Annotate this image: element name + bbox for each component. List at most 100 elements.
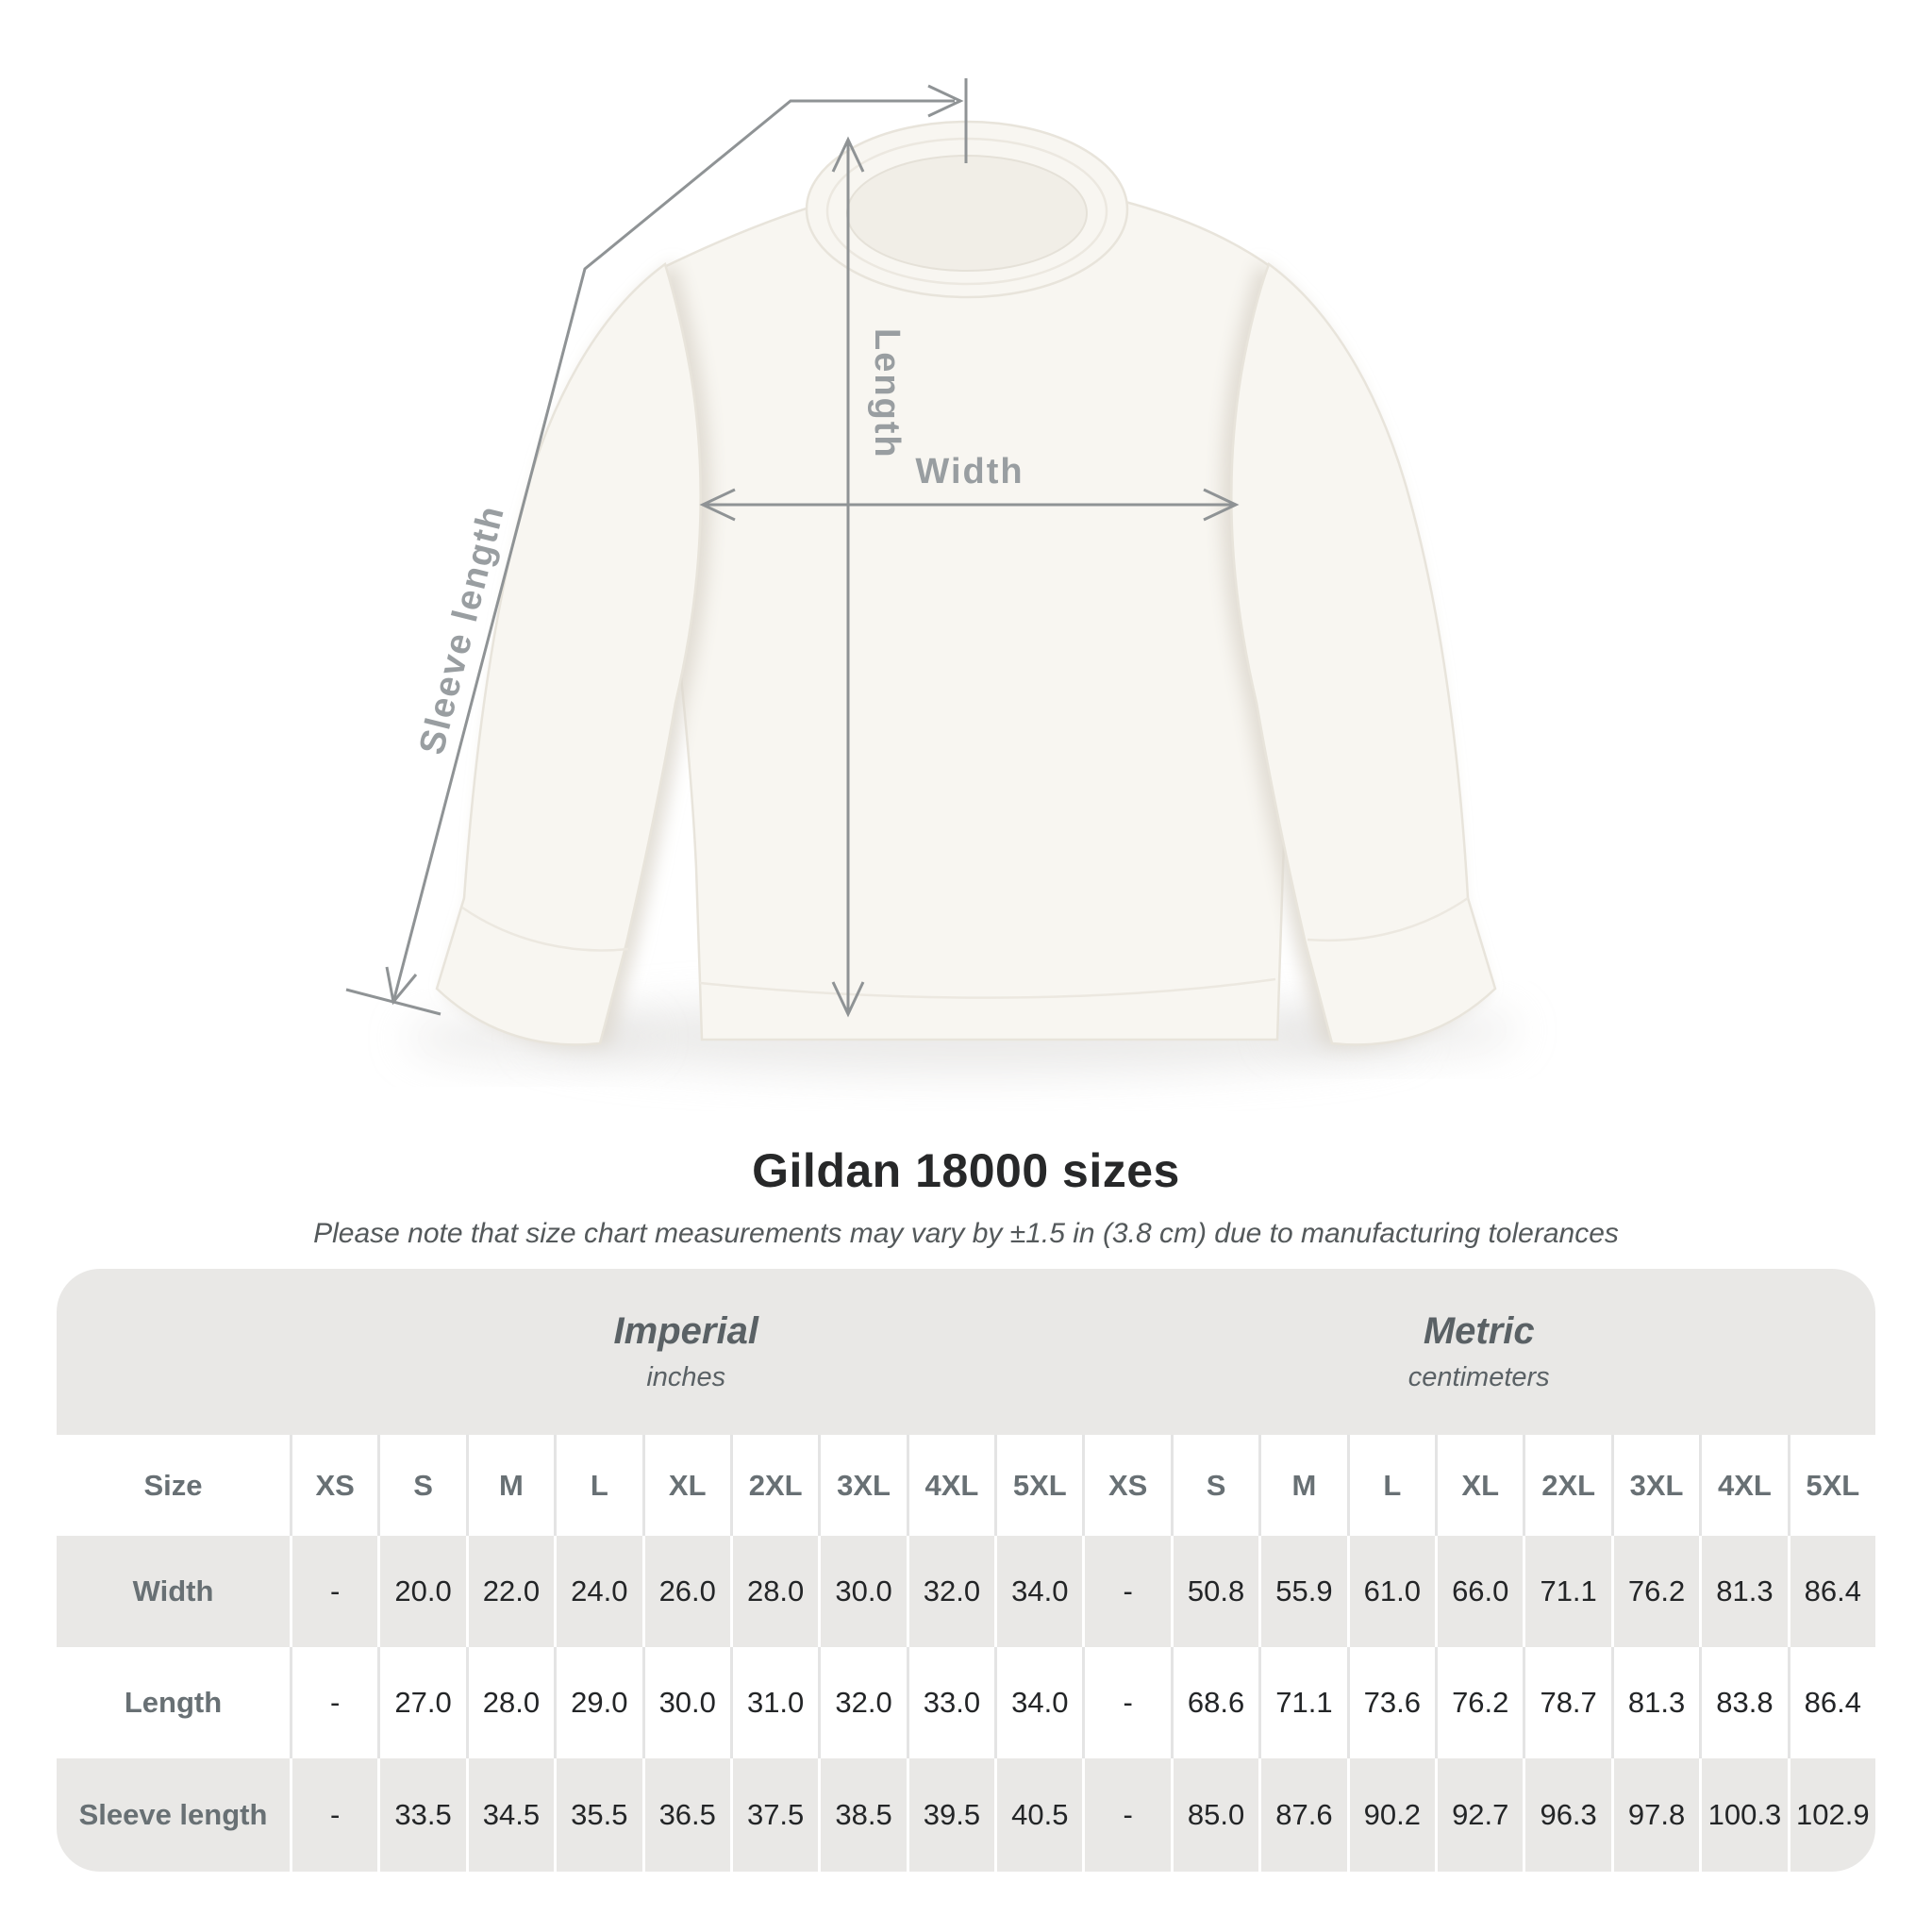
table-cell: 87.6: [1258, 1758, 1347, 1872]
table-cell: -: [290, 1647, 378, 1758]
table-cell: 76.2: [1610, 1536, 1700, 1647]
table-cell: 81.3: [1610, 1647, 1700, 1758]
imperial-group-header: Imperial inches: [290, 1269, 1083, 1435]
table-cell: 50.8: [1170, 1536, 1259, 1647]
table-cell: 38.5: [818, 1758, 907, 1872]
size-header-imperial-s: S: [377, 1435, 466, 1536]
size-header-imperial-3xl: 3XL: [818, 1435, 907, 1536]
table-cell: 66.0: [1435, 1536, 1524, 1647]
table-cell: 102.9: [1787, 1758, 1875, 1872]
table-cell: 83.8: [1699, 1647, 1788, 1758]
table-cell: 96.3: [1523, 1758, 1611, 1872]
table-cell: 100.3: [1699, 1758, 1788, 1872]
table-cell: 97.8: [1610, 1758, 1700, 1872]
table-cell: 34.5: [465, 1758, 555, 1872]
table-cell: 22.0: [465, 1536, 555, 1647]
table-cell: -: [1082, 1536, 1171, 1647]
width-arrow-left: [699, 488, 736, 522]
table-cell: 37.5: [729, 1758, 819, 1872]
size-header-metric-5xl: 5XL: [1787, 1435, 1875, 1536]
table-cell: 39.5: [906, 1758, 995, 1872]
size-header-imperial-5xl: 5XL: [994, 1435, 1083, 1536]
size-header-metric-l: L: [1346, 1435, 1436, 1536]
table-cell: 71.1: [1258, 1647, 1347, 1758]
table-cell: 31.0: [729, 1647, 819, 1758]
page-title: Gildan 18000 sizes: [752, 1144, 1180, 1197]
table-cell: 68.6: [1170, 1647, 1259, 1758]
group-header-corner: [57, 1269, 290, 1435]
metric-label: Metric: [1423, 1310, 1535, 1352]
table-cell: 34.0: [994, 1536, 1083, 1647]
table-cell: 76.2: [1435, 1647, 1524, 1758]
table-cell: 33.0: [906, 1647, 995, 1758]
size-header-imperial-2xl: 2XL: [729, 1435, 819, 1536]
sweatshirt-figure: Length Width Sleeve length: [345, 78, 1519, 1074]
size-header-metric-m: M: [1258, 1435, 1347, 1536]
row-label: Length: [57, 1647, 290, 1758]
size-corner-cell: Size: [57, 1435, 290, 1536]
left-cuff-seam: [461, 906, 629, 952]
right-cuff-seam: [1307, 896, 1469, 942]
right-sleeve: [1230, 262, 1497, 1046]
table-cell: -: [1082, 1647, 1171, 1758]
table-cell: 30.0: [818, 1536, 907, 1647]
table-cell: 26.0: [641, 1536, 730, 1647]
size-header-metric-4xl: 4XL: [1699, 1435, 1788, 1536]
table-cell: 33.5: [377, 1758, 466, 1872]
sleeve-length-arrow-neck: [927, 84, 964, 118]
size-header-metric-s: S: [1170, 1435, 1259, 1536]
table-cell: 40.5: [994, 1758, 1083, 1872]
length-annotation-label: Length: [867, 328, 907, 459]
table-cell: -: [1082, 1758, 1171, 1872]
length-arrow-top: [831, 136, 865, 173]
size-header-metric-xl: XL: [1435, 1435, 1524, 1536]
size-header-imperial-4xl: 4XL: [906, 1435, 995, 1536]
table-cell: 30.0: [641, 1647, 730, 1758]
table-cell: 27.0: [377, 1647, 466, 1758]
table-cell: 32.0: [818, 1647, 907, 1758]
table-cell: 32.0: [906, 1536, 995, 1647]
metric-group-header: Metric centimeters: [1082, 1269, 1875, 1435]
table-cell: -: [290, 1536, 378, 1647]
cuff-tick: [345, 988, 441, 1016]
table-cell: 61.0: [1346, 1536, 1436, 1647]
table-cell: 86.4: [1787, 1647, 1875, 1758]
table-cell: 20.0: [377, 1536, 466, 1647]
size-header-imperial-xs: XS: [290, 1435, 378, 1536]
table-cell: 28.0: [729, 1536, 819, 1647]
table-cell: 71.1: [1523, 1536, 1611, 1647]
length-arrow-bottom: [831, 981, 865, 1018]
width-arrow-right: [1203, 488, 1240, 522]
size-table: Imperial inches Metric centimeters Size …: [57, 1269, 1875, 1872]
table-cell: 92.7: [1435, 1758, 1524, 1872]
table-cell: 35.5: [554, 1758, 642, 1872]
row-label: Sleeve length: [57, 1758, 290, 1872]
table-cell: 29.0: [554, 1647, 642, 1758]
table-cell: 78.7: [1523, 1647, 1611, 1758]
table-cell: -: [290, 1758, 378, 1872]
size-header-metric-3xl: 3XL: [1610, 1435, 1700, 1536]
size-header-metric-2xl: 2XL: [1523, 1435, 1611, 1536]
sweatshirt-body: [656, 177, 1290, 1041]
size-header-metric-xs: XS: [1082, 1435, 1171, 1536]
table-cell: 24.0: [554, 1536, 642, 1647]
table-cell: 81.3: [1699, 1536, 1788, 1647]
waistband-seam: [699, 977, 1276, 999]
width-annotation-label: Width: [915, 452, 1024, 491]
size-header-imperial-l: L: [554, 1435, 642, 1536]
table-cell: 90.2: [1346, 1758, 1436, 1872]
size-header-imperial-xl: XL: [641, 1435, 730, 1536]
tolerance-note: Please note that size chart measurements…: [313, 1218, 1619, 1249]
table-cell: 73.6: [1346, 1647, 1436, 1758]
table-cell: 34.0: [994, 1647, 1083, 1758]
row-label: Width: [57, 1536, 290, 1647]
imperial-unit: inches: [646, 1362, 726, 1392]
table-cell: 85.0: [1170, 1758, 1259, 1872]
metric-unit: centimeters: [1407, 1362, 1550, 1392]
table-cell: 86.4: [1787, 1536, 1875, 1647]
table-cell: 28.0: [465, 1647, 555, 1758]
size-header-imperial-m: M: [465, 1435, 555, 1536]
table-cell: 36.5: [641, 1758, 730, 1872]
table-cell: 55.9: [1258, 1536, 1347, 1647]
